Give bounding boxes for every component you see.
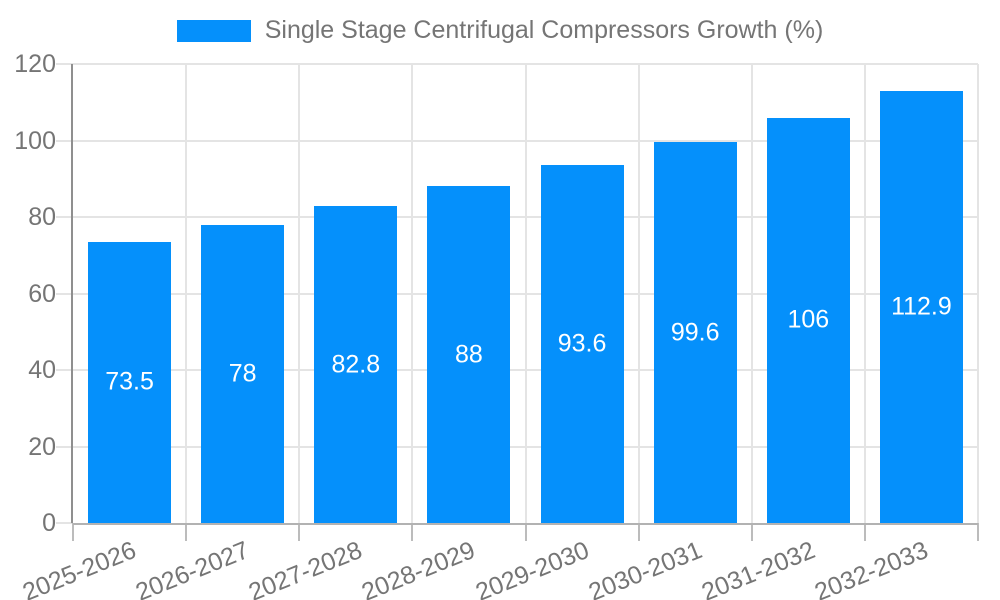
bar[interactable]: 73.5 (88, 241, 172, 523)
h-gridline (56, 139, 978, 142)
v-gridline (637, 64, 640, 523)
h-gridline (56, 216, 978, 218)
v-gridline (185, 64, 188, 523)
y-axis-tick-label: 20 (28, 432, 56, 461)
x-tick-mark (637, 523, 640, 541)
bar-value-label: 106 (787, 305, 830, 334)
y-axis-tick-label: 100 (14, 126, 56, 155)
h-gridline (56, 292, 978, 295)
bar-value-label: 99.6 (670, 318, 720, 347)
bar-value-label: 93.6 (557, 329, 607, 358)
x-tick-mark (750, 523, 753, 541)
bar-value-label: 88 (455, 340, 483, 369)
y-axis-tick-label: 40 (28, 356, 56, 384)
x-axis-tick-label: 2026-2027 (131, 536, 254, 600)
x-axis-line (73, 523, 978, 525)
legend-item[interactable]: Single Stage Centrifugal Compressors Gro… (176, 16, 824, 45)
bar[interactable]: 99.6 (653, 142, 737, 523)
x-tick-mark (298, 523, 301, 541)
h-gridline (56, 369, 978, 371)
x-tick-mark (185, 523, 188, 541)
v-gridline (750, 64, 753, 523)
x-tick-mark (863, 523, 866, 541)
x-axis-tick-label: 2031-2032 (697, 536, 819, 600)
bar[interactable]: 82.8 (314, 206, 398, 523)
x-axis-tick-label: 2025-2026 (18, 536, 141, 600)
y-tick-mark (56, 522, 73, 524)
bar-value-label: 112.9 (891, 292, 952, 321)
legend-label: Single Stage Centrifugal Compressors Gro… (264, 16, 824, 44)
bar[interactable]: 93.6 (540, 164, 624, 523)
h-gridline (56, 445, 978, 448)
bar-value-label: 78 (228, 359, 257, 388)
x-axis-tick-label: 2029-2030 (471, 536, 593, 600)
y-axis-line (71, 64, 73, 523)
x-tick-mark (72, 523, 74, 541)
bar-value-label: 82.8 (331, 350, 381, 379)
x-axis-tick-label: 2027-2028 (244, 536, 367, 600)
plot-area: 73.5 78 82.8 88 93.6 99.6 106 112.9 (56, 63, 979, 541)
y-axis-tick-label: 60 (28, 279, 56, 308)
v-gridline (524, 64, 527, 523)
bar-value-label: 73.5 (105, 367, 154, 396)
y-axis-tick-label: 80 (28, 203, 56, 231)
bar[interactable]: 106 (766, 117, 850, 523)
bar[interactable]: 88 (427, 186, 511, 523)
v-gridline (977, 64, 979, 523)
x-axis-tick-label: 2028-2029 (358, 536, 480, 600)
x-axis-tick-label: 2030-2031 (584, 536, 706, 600)
x-axis-tick-label: 2032-2033 (810, 536, 932, 600)
v-gridline (863, 64, 866, 523)
legend-swatch (176, 19, 251, 42)
y-axis-tick-label: 0 (42, 509, 56, 537)
y-axis-tick-label: 120 (14, 50, 56, 78)
bar[interactable]: 112.9 (879, 91, 963, 523)
v-gridline (411, 64, 414, 523)
x-tick-mark (411, 523, 414, 541)
v-gridline (298, 64, 301, 523)
h-gridline (56, 63, 978, 65)
x-tick-mark (524, 523, 527, 541)
bar[interactable]: 78 (201, 224, 285, 523)
legend: Single Stage Centrifugal Compressors Gro… (0, 16, 1000, 45)
x-tick-mark (977, 523, 979, 541)
